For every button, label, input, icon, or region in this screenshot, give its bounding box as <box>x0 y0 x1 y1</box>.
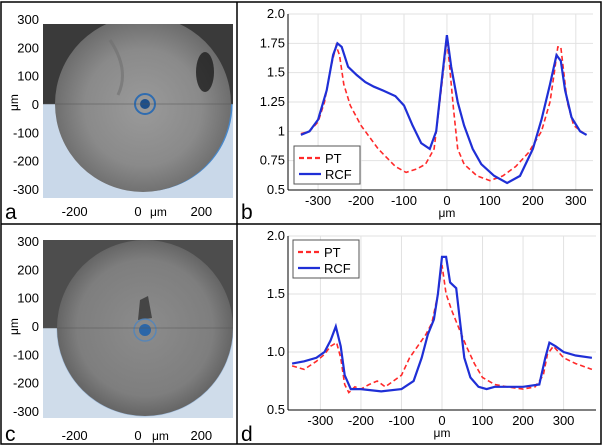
y-tick-label: 1.5 <box>267 286 285 301</box>
y-tick-label: 200 <box>17 40 39 55</box>
y-tick-label: 300 <box>17 234 39 249</box>
y-tick-label: 200 <box>17 262 39 277</box>
x-tick-label: 0 <box>443 193 450 208</box>
center-spot <box>139 324 151 336</box>
x-tick-label: -300 <box>307 413 333 428</box>
panel-d-letter: d <box>241 423 253 446</box>
y-tick-label: 1.25 <box>260 94 285 109</box>
x-tick-label: -100 <box>391 193 417 208</box>
legend-box <box>292 239 360 279</box>
series-line-rcf <box>291 255 593 393</box>
panel-a-y-unit: μm <box>7 94 21 111</box>
x-tick-label: 100 <box>479 193 501 208</box>
legend-label-pt: PT <box>325 151 342 166</box>
panel-c-letter: c <box>5 423 16 446</box>
y-tick-label: -100 <box>13 347 39 362</box>
y-tick-label: 100 <box>17 291 39 306</box>
y-tick-label: -300 <box>13 404 39 419</box>
x-tick-label: 0 <box>134 428 141 443</box>
panel-b-plot: 0.5 0.75 1 1.25 1.5 1.75 2.0 -300 -200 -100 0 100 20… <box>260 6 593 220</box>
panel-c-y-ticks: 300 200 100 0 -100 -200 -300 <box>13 234 39 419</box>
y-tick-label: -100 <box>13 125 39 140</box>
y-tick-label: 0 <box>32 97 39 112</box>
panel-a-letter: a <box>5 201 17 224</box>
legend-box <box>293 145 361 185</box>
y-tick-label: 100 <box>17 69 39 84</box>
x-axis-label: μm <box>434 426 451 440</box>
x-tick-label: -100 <box>388 413 414 428</box>
x-tick-label: -300 <box>305 193 331 208</box>
series-line-pt <box>291 264 593 394</box>
x-tick-label: -200 <box>348 413 374 428</box>
y-tick-label: 1.75 <box>260 35 285 50</box>
x-tick-label: 200 <box>190 428 212 443</box>
y-tick-label: 1 <box>278 123 285 138</box>
y-tick-label: 0 <box>32 319 39 334</box>
y-tick-label: -200 <box>13 154 39 169</box>
x-tick-label: 200 <box>190 204 212 219</box>
panel-c-x-ticks: -200 0 200 <box>62 428 213 443</box>
x-axis-label: μm <box>438 206 455 220</box>
x-tick-label: -200 <box>62 204 88 219</box>
y-tick-label: 0.5 <box>267 182 285 197</box>
x-tick-label: -200 <box>62 428 88 443</box>
y-tick-label: 0.75 <box>260 153 285 168</box>
panel-a-x-unit: μm <box>150 205 167 219</box>
panel-a-x-ticks: -200 0 200 <box>62 204 213 219</box>
y-tick-label: 2.0 <box>267 228 285 243</box>
x-tick-label: 300 <box>565 193 587 208</box>
series-line-pt <box>300 39 585 182</box>
panel-b-letter: b <box>241 201 253 224</box>
y-tick-label: -300 <box>13 182 39 197</box>
x-tick-label: 200 <box>522 193 544 208</box>
series-line-rcf <box>300 34 588 185</box>
panel-c-y-unit: μm <box>7 318 21 335</box>
panel-c-x-unit: μm <box>152 429 169 443</box>
panel-b: 0.5 0.75 1 1.25 1.5 1.75 2.0 -300 -200 -100 0 100 20… <box>241 6 593 224</box>
legend-label-pt: PT <box>324 245 341 260</box>
x-tick-label: 100 <box>472 413 494 428</box>
panel-a-y-ticks: 300 200 100 0 -100 -200 -300 <box>13 12 39 197</box>
panel-d: 0.5 1.0 1.5 2.0 -300 -200 -100 0 100 200 300 μm PTRC… <box>241 228 596 446</box>
x-tick-label: 200 <box>512 413 534 428</box>
x-tick-label: -200 <box>348 193 374 208</box>
x-tick-label: 300 <box>553 413 575 428</box>
x-tick-label: 0 <box>438 413 445 428</box>
y-tick-label: -200 <box>13 376 39 391</box>
y-tick-label: 2.0 <box>267 6 285 21</box>
y-tick-label: 1.0 <box>267 344 285 359</box>
legend-label-rcf: RCF <box>324 261 351 276</box>
legend-label-rcf: RCF <box>325 167 352 182</box>
y-tick-label: 1.5 <box>267 65 285 80</box>
panel-d-plot: 0.5 1.0 1.5 2.0 -300 -200 -100 0 100 200 300 μm PTRC… <box>267 228 596 440</box>
y-tick-label: 0.5 <box>267 402 285 417</box>
y-tick-label: 300 <box>17 12 39 27</box>
x-tick-label: 0 <box>134 204 141 219</box>
panel-a: 300 200 100 0 -100 -200 -300 -200 0 200 μm μm a <box>5 12 233 224</box>
panel-c: 300 200 100 0 -100 -200 -300 -200 0 200 μm μm c <box>5 234 233 446</box>
